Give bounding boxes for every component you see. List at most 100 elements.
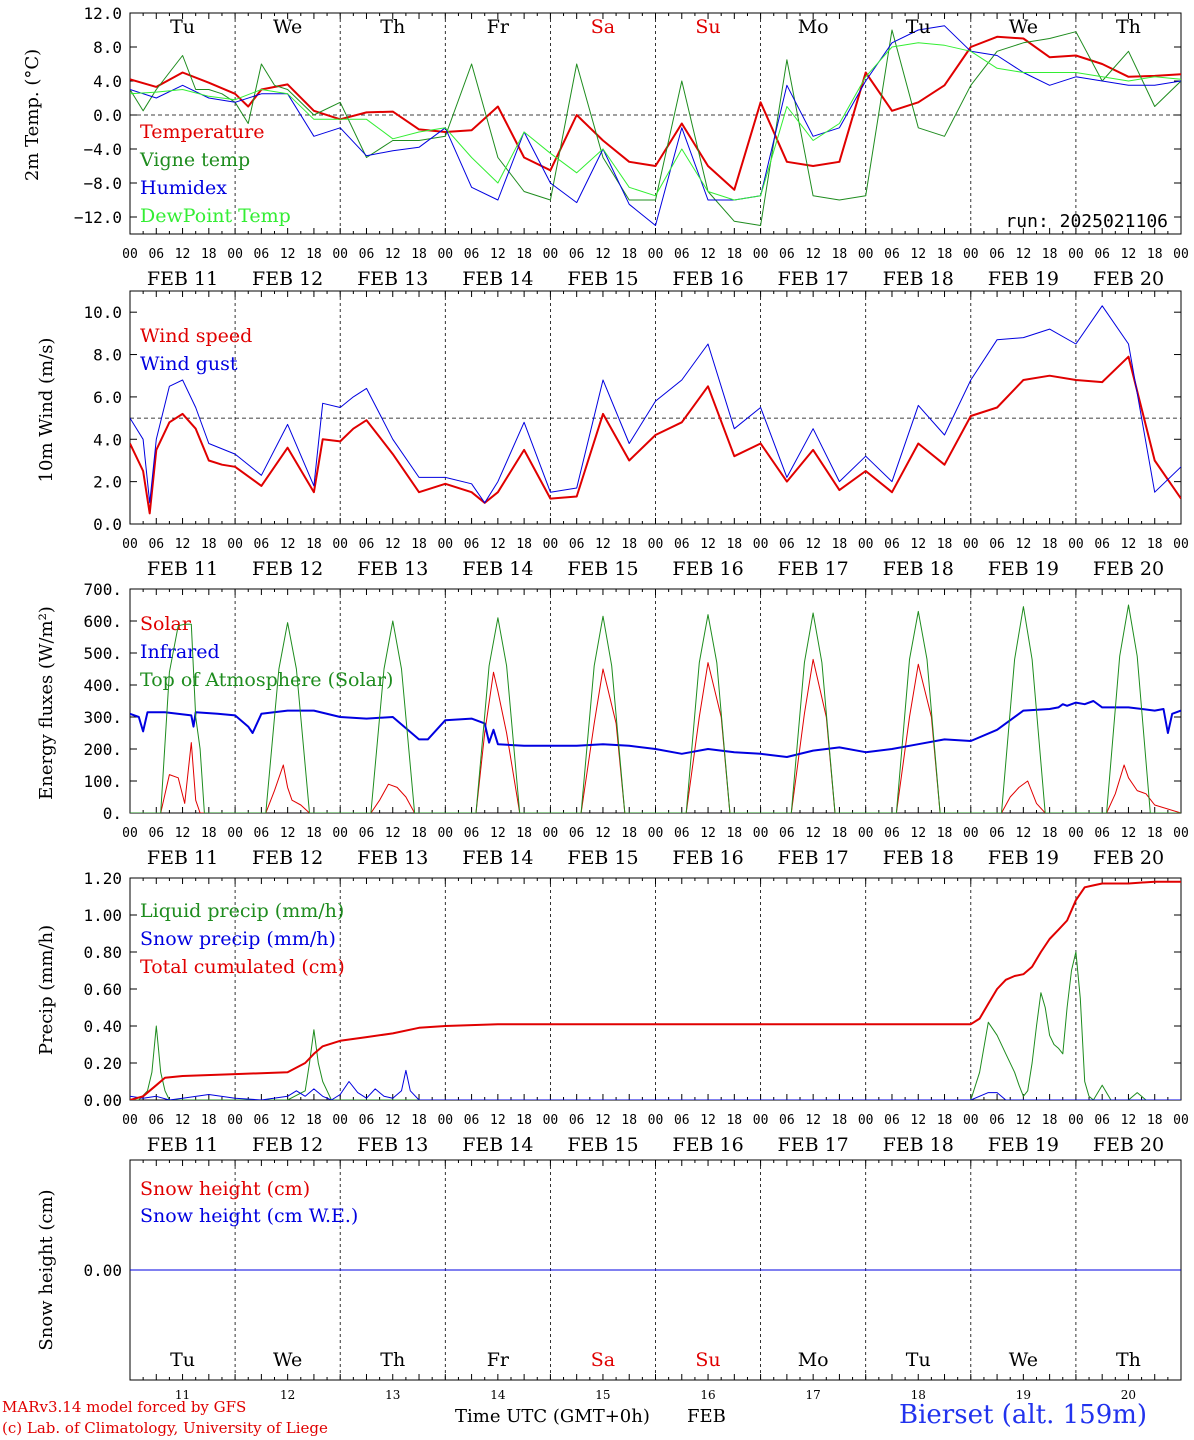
weekday-label: Mo bbox=[798, 16, 829, 38]
weekday-label: Su bbox=[695, 1349, 720, 1371]
hour-tick-label: 12 bbox=[175, 247, 191, 262]
hour-tick-label: 00 bbox=[963, 537, 979, 552]
hour-tick-label: 06 bbox=[148, 537, 164, 552]
hour-tick-label: 06 bbox=[569, 826, 585, 841]
hour-tick-label: 18 bbox=[621, 247, 637, 262]
hour-tick-label: 06 bbox=[989, 826, 1005, 841]
date-label: FEB 14 bbox=[462, 558, 533, 580]
series-line-1 bbox=[130, 700, 1181, 758]
hour-tick-label: 18 bbox=[1147, 1113, 1163, 1128]
date-label: FEB 18 bbox=[883, 268, 954, 290]
day-number-label: 19 bbox=[1016, 1388, 1031, 1402]
hour-tick-label: 00 bbox=[122, 247, 138, 262]
day-number-label: 17 bbox=[806, 1388, 821, 1402]
weekday-label: Th bbox=[380, 1349, 405, 1371]
hour-tick-label: 06 bbox=[989, 537, 1005, 552]
y-tick-label: 200. bbox=[83, 740, 122, 759]
hour-tick-label: 00 bbox=[543, 1113, 559, 1128]
hour-tick-label: 00 bbox=[437, 826, 453, 841]
y-tick-label: 0.60 bbox=[83, 980, 122, 999]
hour-tick-label: 00 bbox=[753, 537, 769, 552]
series-line-0 bbox=[130, 355, 1181, 515]
legend-entry: Snow height (cm W.E.) bbox=[140, 1205, 358, 1227]
legend-entry: Temperature bbox=[140, 121, 264, 143]
date-label: FEB 12 bbox=[252, 268, 323, 290]
weekday-label: Tu bbox=[906, 16, 931, 38]
hour-tick-label: 12 bbox=[910, 826, 926, 841]
hour-tick-label: 06 bbox=[1094, 826, 1110, 841]
hour-tick-label: 00 bbox=[1068, 826, 1084, 841]
y-tick-label: 600. bbox=[83, 612, 122, 631]
time-axis-label: Time UTC (GMT+0h) bbox=[455, 1406, 650, 1427]
y-tick-label: −4.0 bbox=[83, 140, 122, 159]
hour-tick-label: 00 bbox=[963, 247, 979, 262]
y-tick-label: 0. bbox=[103, 804, 122, 823]
hour-tick-label: 00 bbox=[227, 247, 243, 262]
hour-tick-label: 06 bbox=[254, 826, 270, 841]
legend-entry: Snow precip (mm/h) bbox=[140, 928, 336, 950]
hour-tick-label: 18 bbox=[516, 537, 532, 552]
weekday-label: We bbox=[1009, 1349, 1038, 1371]
hour-tick-label: 06 bbox=[884, 537, 900, 552]
y-tick-label: 0.00 bbox=[83, 1091, 122, 1110]
hour-tick-label: 18 bbox=[621, 826, 637, 841]
hour-tick-label: 12 bbox=[910, 247, 926, 262]
hour-tick-label: 18 bbox=[621, 537, 637, 552]
hour-tick-label: 00 bbox=[332, 1113, 348, 1128]
date-label: FEB 20 bbox=[1093, 558, 1164, 580]
y-axis-label: 10m Wind (m/s) bbox=[36, 338, 57, 483]
hour-tick-label: 00 bbox=[1068, 537, 1084, 552]
hour-tick-label: 06 bbox=[569, 537, 585, 552]
hour-tick-label: 18 bbox=[306, 1113, 322, 1128]
panel-energy: 0. 100. 200. 300. 400. 500. 600. 700. Energy flu… bbox=[36, 580, 1189, 869]
weekday-label: We bbox=[273, 1349, 302, 1371]
y-tick-label: 700. bbox=[83, 580, 122, 599]
hour-tick-label: 00 bbox=[437, 537, 453, 552]
hour-tick-label: 06 bbox=[148, 247, 164, 262]
hour-tick-label: 06 bbox=[1094, 1113, 1110, 1128]
hour-tick-label: 12 bbox=[175, 1113, 191, 1128]
hour-tick-label: 12 bbox=[175, 537, 191, 552]
hour-tick-label: 06 bbox=[464, 1113, 480, 1128]
y-tick-label: 6.0 bbox=[93, 388, 122, 407]
hour-tick-label: 18 bbox=[306, 537, 322, 552]
date-label: FEB 14 bbox=[462, 847, 533, 869]
weekday-label: Tu bbox=[906, 1349, 931, 1371]
y-axis-label: 2m Temp. (°C) bbox=[22, 49, 43, 181]
y-tick-label: 4.0 bbox=[93, 72, 122, 91]
hour-tick-label: 18 bbox=[937, 247, 953, 262]
date-label: FEB 12 bbox=[252, 1134, 323, 1156]
hour-tick-label: 12 bbox=[1016, 247, 1032, 262]
y-tick-label: 0.20 bbox=[83, 1054, 122, 1073]
hour-tick-label: 18 bbox=[411, 247, 427, 262]
hour-tick-label: 12 bbox=[595, 537, 611, 552]
date-label: FEB 12 bbox=[252, 847, 323, 869]
date-label: FEB 19 bbox=[988, 847, 1059, 869]
station-name: Bierset (alt. 159m) bbox=[899, 1400, 1148, 1430]
hour-tick-label: 06 bbox=[989, 1113, 1005, 1128]
date-label: FEB 11 bbox=[147, 268, 218, 290]
hour-tick-label: 18 bbox=[832, 537, 848, 552]
date-label: FEB 20 bbox=[1093, 847, 1164, 869]
hour-tick-label: 06 bbox=[464, 247, 480, 262]
hour-tick-label: 18 bbox=[411, 826, 427, 841]
date-label: FEB 15 bbox=[567, 558, 638, 580]
hour-tick-label: 18 bbox=[1147, 247, 1163, 262]
hour-tick-label: 12 bbox=[1016, 826, 1032, 841]
y-tick-label: 0.0 bbox=[93, 106, 122, 125]
panel-temp: −12.0 −8.0 −4.0 0.0 4.0 8.0 12.0 2m Temp. (°C) T… bbox=[22, 4, 1189, 290]
hour-tick-label: 18 bbox=[411, 537, 427, 552]
hour-tick-label: 00 bbox=[858, 1113, 874, 1128]
y-axis-label: Snow height (cm) bbox=[36, 1189, 57, 1350]
hour-tick-label: 18 bbox=[1042, 826, 1058, 841]
hour-tick-label: 18 bbox=[726, 1113, 742, 1128]
hour-tick-label: 00 bbox=[543, 826, 559, 841]
hour-tick-label: 06 bbox=[359, 826, 375, 841]
hour-tick-label: 12 bbox=[280, 1113, 296, 1128]
date-label: FEB 19 bbox=[988, 558, 1059, 580]
y-tick-label: 0.40 bbox=[83, 1017, 122, 1036]
hour-tick-label: 06 bbox=[884, 826, 900, 841]
hour-tick-label: 00 bbox=[332, 826, 348, 841]
day-number-label: 14 bbox=[490, 1388, 506, 1402]
hour-tick-label: 18 bbox=[201, 537, 217, 552]
